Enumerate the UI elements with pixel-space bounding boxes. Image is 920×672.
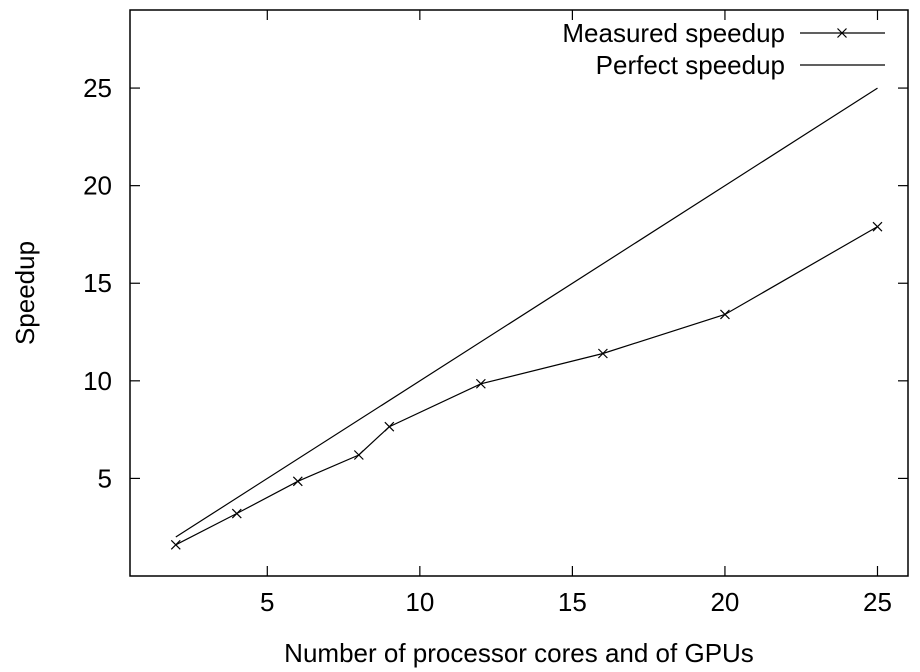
x-tick-label: 10: [405, 587, 434, 617]
series-layer: [170, 87, 883, 550]
x-tick-label: 25: [863, 587, 892, 617]
legend-label-measured-speedup: Measured speedup: [562, 18, 785, 48]
data-point: [597, 348, 608, 359]
data-point: [872, 221, 883, 232]
x-axis-title: Number of processor cores and of GPUs: [284, 638, 754, 668]
y-tick-label: 5: [98, 463, 112, 493]
data-point: [170, 539, 181, 550]
data-point: [475, 378, 486, 389]
y-tick-label: 15: [83, 268, 112, 298]
series-line-perfect-speedup: [175, 87, 878, 538]
data-point: [720, 309, 730, 320]
legend-marker: [837, 28, 847, 38]
data-point: [353, 450, 364, 460]
x-tick-label: 20: [710, 587, 739, 617]
data-point: [231, 508, 242, 519]
y-axis-ticks: 5 10 15 20 25: [83, 73, 908, 493]
x-tick-label: 15: [558, 587, 587, 617]
x-tick-label: 5: [260, 587, 274, 617]
y-axis-title: Speedup: [10, 241, 40, 345]
legend-label-perfect-speedup: Perfect speedup: [596, 50, 785, 80]
y-tick-label: 10: [83, 366, 112, 396]
data-point: [384, 421, 395, 432]
series-line-measured-speedup: [175, 226, 878, 546]
y-tick-label: 25: [83, 73, 112, 103]
data-point: [292, 476, 303, 487]
plot-area: [129, 9, 909, 577]
plot-frame: [129, 9, 909, 577]
y-tick-label: 20: [83, 171, 112, 201]
x-axis-ticks: 5 10 15 20 25: [260, 10, 892, 617]
